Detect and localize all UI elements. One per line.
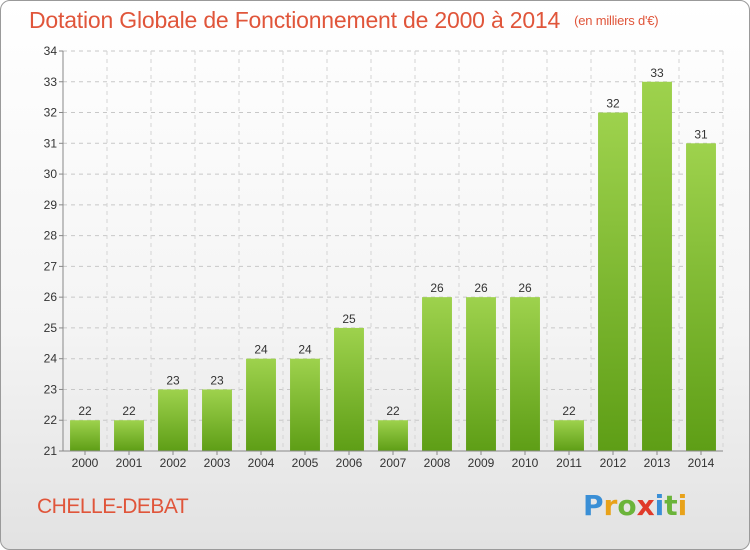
- bar-value-label: 22: [78, 404, 92, 418]
- proxiti-logo: Proxiti: [583, 489, 687, 522]
- y-tick-label: 32: [44, 106, 58, 120]
- bar: [246, 358, 276, 451]
- y-tick-label: 24: [44, 352, 58, 366]
- bar-value-label: 23: [210, 373, 224, 387]
- bar: [686, 143, 716, 452]
- x-tick-label: 2005: [292, 456, 319, 470]
- axes: 21 22 23 24 25 26 27 28 29 30 31 32 33 34 2000 2001 2002…: [44, 44, 723, 470]
- bar-value-label: 26: [518, 281, 532, 295]
- bar-value-label: 24: [298, 343, 312, 357]
- logo-letter: i: [677, 489, 688, 522]
- logo-letter: i: [654, 489, 665, 522]
- logo-letter: o: [617, 489, 637, 522]
- x-tick-label: 2006: [336, 456, 363, 470]
- x-tick-label: 2004: [248, 456, 275, 470]
- x-tick-label: 2012: [600, 456, 627, 470]
- bar-value-label: 25: [342, 312, 356, 326]
- bar: [554, 420, 584, 451]
- y-tick-label: 23: [44, 382, 58, 396]
- x-tick-label: 2008: [424, 456, 451, 470]
- y-tick-label: 27: [44, 259, 58, 273]
- x-tick-label: 2002: [160, 456, 187, 470]
- y-tick-label: 33: [44, 75, 58, 89]
- bar-value-label: 22: [562, 404, 576, 418]
- y-tick-label: 29: [44, 198, 58, 212]
- x-tick-label: 2007: [380, 456, 407, 470]
- bar-value-label: 26: [474, 281, 488, 295]
- bar-value-label: 23: [166, 373, 180, 387]
- x-tick-label: 2014: [688, 456, 715, 470]
- bar: [510, 297, 540, 451]
- bar-value-label: 22: [386, 404, 400, 418]
- bar: [422, 297, 452, 451]
- chart-unit: (en milliers d'€): [574, 13, 659, 28]
- y-tick-label: 21: [44, 444, 58, 458]
- x-tick-label: 2013: [644, 456, 671, 470]
- bar: [598, 112, 628, 452]
- x-tick-label: 2000: [72, 456, 99, 470]
- logo-letter: P: [583, 489, 604, 522]
- y-tick-label: 22: [44, 413, 58, 427]
- bar: [158, 389, 188, 451]
- bar-value-label: 31: [694, 127, 708, 141]
- bar-value-label: 22: [122, 404, 136, 418]
- grid-lines: [62, 50, 724, 451]
- bar: [114, 420, 144, 451]
- bar: [70, 420, 100, 451]
- bar: [642, 81, 672, 452]
- bar: [466, 297, 496, 451]
- x-tick-label: 2010: [512, 456, 539, 470]
- y-tick-label: 28: [44, 229, 58, 243]
- chart-title: Dotation Globale de Fonctionnement de 20…: [29, 7, 659, 34]
- x-tick-label: 2011: [556, 456, 582, 470]
- bar-value-label: 32: [606, 97, 620, 111]
- x-tick-label: 2009: [468, 456, 495, 470]
- y-tick-label: 30: [44, 167, 58, 181]
- bar-value-label: 26: [430, 281, 444, 295]
- chart-title-text: Dotation Globale de Fonctionnement de 20…: [29, 7, 561, 33]
- x-tick-label: 2003: [204, 456, 231, 470]
- logo-letter: t: [664, 489, 678, 522]
- bar-value-label: 33: [650, 66, 664, 80]
- bar: [202, 389, 232, 451]
- bar: [378, 420, 408, 451]
- bars: 22 22 23 23 24 24 25 22 26 26 26 22 32 33 31: [70, 66, 716, 452]
- logo-letter: x: [636, 489, 655, 522]
- logo-letter: r: [603, 489, 618, 522]
- y-tick-label: 26: [44, 290, 58, 304]
- y-tick-label: 34: [44, 44, 58, 58]
- commune-name: CHELLE-DEBAT: [37, 495, 189, 518]
- x-tick-label: 2001: [116, 456, 143, 470]
- bar-value-label: 24: [254, 343, 268, 357]
- bar: [290, 358, 320, 451]
- y-tick-label: 31: [44, 136, 58, 150]
- y-tick-label: 25: [44, 321, 58, 335]
- bar: [334, 327, 364, 451]
